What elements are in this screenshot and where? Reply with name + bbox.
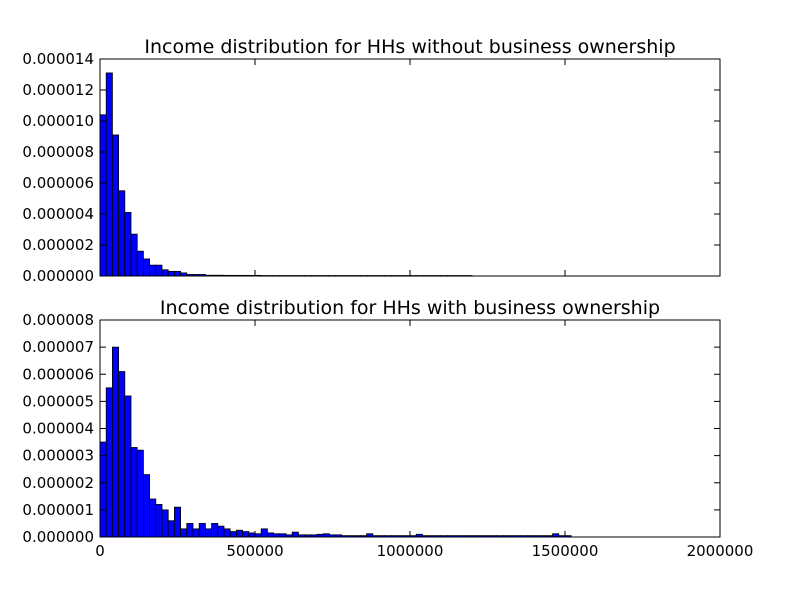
histogram-bar <box>99 114 107 277</box>
histogram-top: 0.000000 0.000002 0.000004 0.000006 0.000008… <box>22 36 721 285</box>
histogram-bar <box>217 525 225 538</box>
histogram-bar <box>242 531 250 538</box>
histogram-bar <box>130 233 138 277</box>
histogram-bar <box>118 190 126 277</box>
chart-title: Income distribution for HHs with busines… <box>160 297 660 319</box>
histogram-bottom: 0.000000 0.000001 0.000002 0.000003 0.000004… <box>22 297 753 560</box>
y-tick-label: 0.000003 <box>22 447 94 465</box>
histogram-bar <box>112 346 120 538</box>
histogram-bar <box>248 532 256 538</box>
y-tick-label: 0.000012 <box>22 81 94 99</box>
histogram-bar <box>173 270 181 277</box>
histogram-bar <box>266 532 274 538</box>
histogram-bar <box>105 387 113 538</box>
histogram-bar <box>112 134 120 277</box>
y-tick-label: 0.000005 <box>22 392 94 410</box>
y-tick-label: 0.000004 <box>22 420 94 438</box>
y-tick-label: 0.000000 <box>22 528 94 546</box>
histogram-bar <box>149 264 157 277</box>
axes-frame <box>99 319 721 538</box>
histogram-bar <box>211 523 219 538</box>
histogram-bar <box>198 523 206 538</box>
x-tick-label: 0 <box>95 542 105 560</box>
histogram-bar <box>142 474 150 538</box>
histogram-bar <box>260 528 268 538</box>
histogram-bar <box>161 269 169 277</box>
y-tick-label: 0.000007 <box>22 338 94 356</box>
histogram-bar <box>124 395 132 538</box>
y-tick-label: 0.000006 <box>22 174 94 192</box>
histogram-bar <box>155 504 163 538</box>
histogram-bar <box>142 258 150 277</box>
y-tick-label: 0.000002 <box>22 474 94 492</box>
histogram-bar <box>229 531 237 538</box>
y-tick-label: 0.000004 <box>22 205 94 223</box>
histogram-bar <box>192 528 200 538</box>
histogram-bar <box>291 531 299 538</box>
histogram-bar <box>99 441 107 538</box>
y-tick-label: 0.000008 <box>22 143 94 161</box>
histogram-bar <box>167 520 175 538</box>
x-tick-label: 1000000 <box>377 542 444 560</box>
histogram-bar <box>161 509 169 538</box>
histogram-bar <box>204 528 212 538</box>
histogram-bar <box>136 250 144 277</box>
histogram-bar <box>149 498 157 538</box>
y-tick-label: 0.000008 <box>22 311 94 329</box>
x-tick-label: 500000 <box>226 542 283 560</box>
y-tick-label: 0.000001 <box>22 501 94 519</box>
histogram-bar <box>223 528 231 538</box>
y-tick-label: 0.000006 <box>22 365 94 383</box>
histogram-bar <box>136 449 144 538</box>
axes-frame <box>99 58 721 277</box>
y-tick-label: 0.000010 <box>22 112 94 130</box>
histogram-bar <box>180 528 188 538</box>
x-tick-label: 2000000 <box>687 542 754 560</box>
x-tick-label: 1500000 <box>532 542 599 560</box>
histogram-bar <box>167 270 175 277</box>
y-tick-label: 0.000000 <box>22 267 94 285</box>
y-tick-label: 0.000014 <box>22 50 94 68</box>
histogram-bar <box>235 529 243 538</box>
histogram-bar <box>118 371 126 538</box>
histogram-bar <box>105 72 113 277</box>
y-tick-label: 0.000002 <box>22 236 94 254</box>
chart-title: Income distribution for HHs without busi… <box>144 36 675 58</box>
histogram-bar <box>124 212 132 277</box>
histogram-bar <box>155 264 163 277</box>
histogram-bar <box>130 447 138 538</box>
histogram-bar <box>186 523 194 538</box>
histogram-bar <box>173 506 181 538</box>
